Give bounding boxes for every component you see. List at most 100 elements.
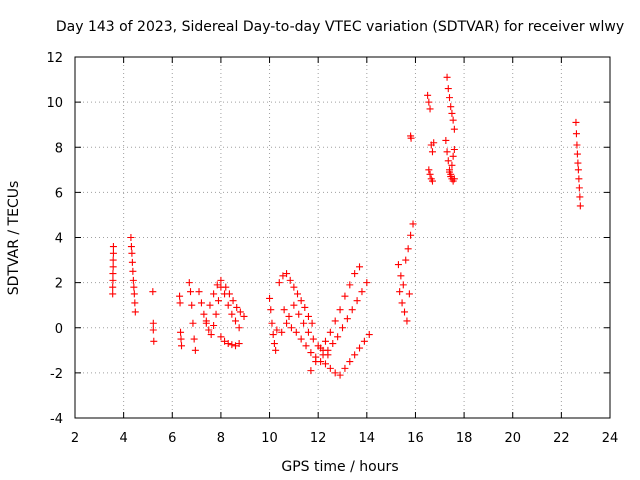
x-tick-label: 10 <box>261 431 278 446</box>
data-point <box>573 141 581 149</box>
data-point <box>185 279 193 287</box>
x-tick-label: 18 <box>456 431 473 446</box>
data-point <box>149 288 157 296</box>
data-point <box>321 360 329 368</box>
data-point <box>270 340 278 348</box>
data-point <box>572 118 580 126</box>
data-point <box>150 337 158 345</box>
data-point <box>109 290 117 298</box>
data-point <box>149 319 157 327</box>
data-point <box>574 166 582 174</box>
data-point <box>149 326 157 334</box>
data-point <box>178 342 186 350</box>
data-point <box>207 331 215 339</box>
data-point <box>206 301 214 309</box>
data-point <box>290 283 298 291</box>
data-point <box>286 276 294 284</box>
data-point <box>324 346 332 354</box>
data-point <box>444 85 452 93</box>
data-point <box>297 297 305 305</box>
data-point <box>266 294 274 302</box>
y-tick-label: 8 <box>55 141 63 156</box>
data-point <box>232 342 239 350</box>
data-point <box>425 98 433 106</box>
data-point <box>217 333 225 341</box>
data-point <box>399 281 407 289</box>
data-point <box>329 340 337 348</box>
data-point <box>176 299 184 307</box>
data-point <box>232 317 239 325</box>
data-point <box>425 166 433 174</box>
data-point <box>280 306 288 314</box>
data-point <box>109 270 117 278</box>
y-tick-label: -4 <box>50 412 63 427</box>
data-point <box>319 351 327 359</box>
y-tick-label: 4 <box>55 232 63 247</box>
data-point <box>446 94 453 102</box>
data-point <box>448 109 456 117</box>
data-point <box>443 73 451 81</box>
data-point <box>267 306 275 314</box>
data-point <box>353 297 361 305</box>
x-tick-label: 20 <box>504 431 521 446</box>
data-points <box>109 73 584 379</box>
data-point <box>217 276 225 284</box>
data-point <box>358 288 366 296</box>
data-point <box>304 312 312 320</box>
x-tick-label: 6 <box>168 431 176 446</box>
data-point <box>343 315 351 323</box>
x-tick-label: 12 <box>310 431 327 446</box>
x-tick-label: 2 <box>71 431 79 446</box>
x-tick-label: 24 <box>602 431 619 446</box>
data-point <box>339 324 346 332</box>
x-tick-label: 8 <box>217 431 225 446</box>
data-point <box>576 202 584 210</box>
data-point <box>240 312 248 320</box>
data-point <box>177 335 185 343</box>
data-point <box>297 335 305 343</box>
data-point <box>129 276 137 284</box>
data-point <box>307 349 315 357</box>
data-point <box>290 301 298 309</box>
y-tick-label: 12 <box>46 51 63 66</box>
data-point <box>308 319 316 327</box>
data-point <box>351 351 359 359</box>
data-point <box>447 103 455 111</box>
data-point <box>272 346 280 354</box>
data-point <box>279 272 287 280</box>
data-point <box>210 290 218 298</box>
data-point <box>221 337 229 345</box>
data-point <box>404 245 412 253</box>
data-point <box>331 317 339 325</box>
data-point <box>403 317 411 325</box>
data-point <box>304 328 312 336</box>
data-point <box>444 157 452 165</box>
y-tick-label: -2 <box>50 367 63 382</box>
data-point <box>131 308 139 316</box>
data-point <box>341 292 349 300</box>
data-point <box>283 319 291 327</box>
data-point <box>312 358 320 366</box>
data-point <box>300 319 308 327</box>
data-point <box>224 340 232 348</box>
data-point <box>407 231 415 239</box>
data-point <box>294 290 302 298</box>
data-point <box>287 324 295 332</box>
data-point <box>129 267 137 275</box>
data-point <box>224 301 232 309</box>
data-point <box>127 243 135 251</box>
data-point <box>235 324 243 332</box>
data-point <box>575 184 583 192</box>
data-point <box>197 299 205 307</box>
data-point <box>205 326 213 334</box>
x-axis-label: GPS time / hours <box>281 459 398 475</box>
data-point <box>428 148 436 156</box>
data-point <box>398 299 406 307</box>
data-point <box>573 150 581 158</box>
data-point <box>109 263 117 271</box>
data-point <box>307 367 315 375</box>
y-tick-label: 6 <box>55 186 63 201</box>
data-point <box>131 299 139 307</box>
